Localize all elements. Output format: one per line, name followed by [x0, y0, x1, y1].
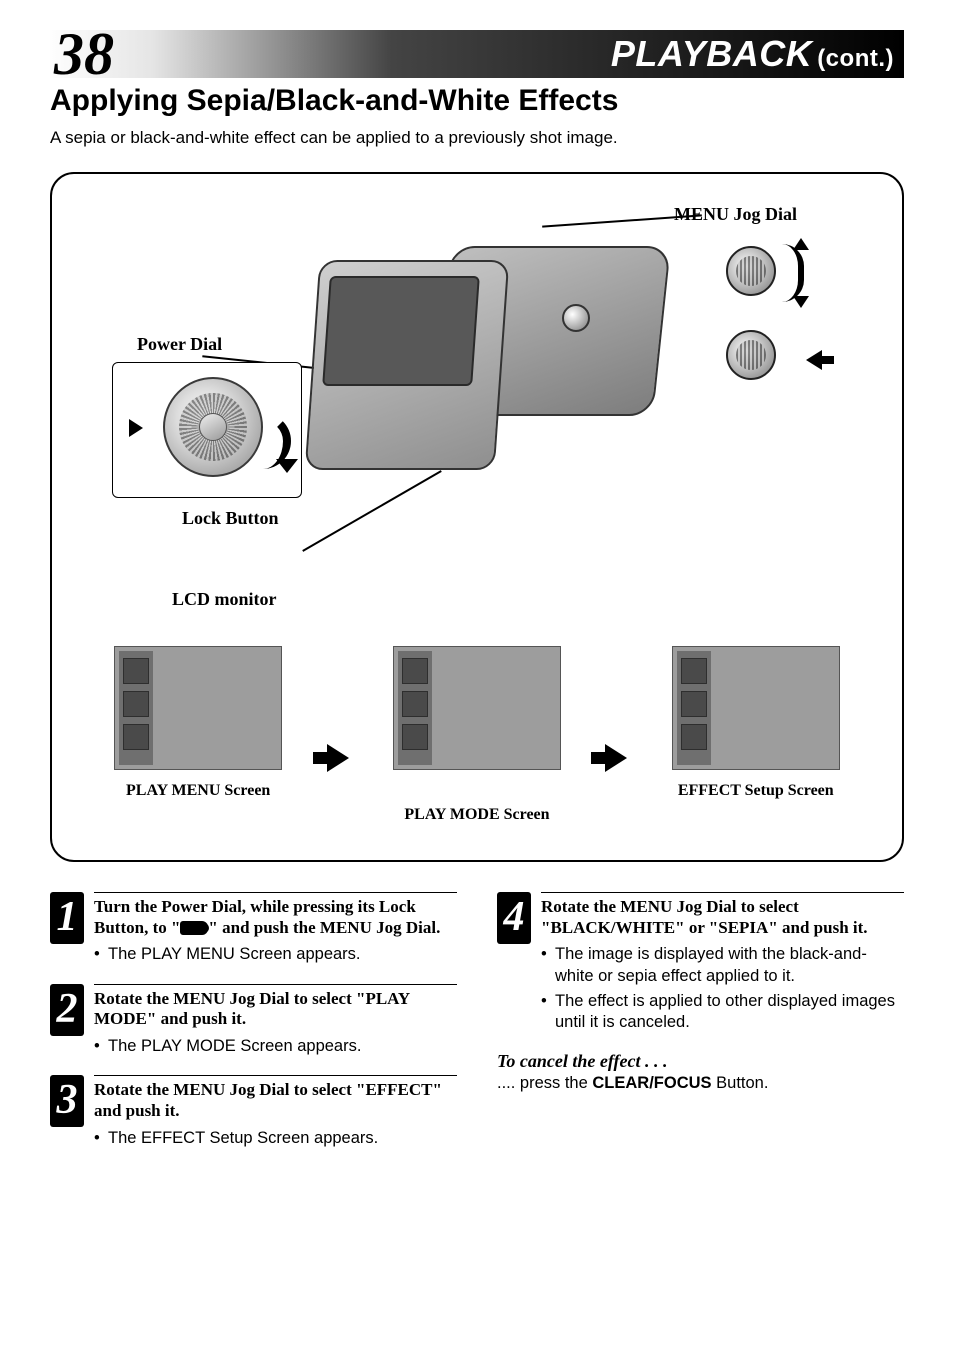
intro-text: A sepia or black-and-white effect can be…	[50, 128, 904, 148]
step-bullet: The EFFECT Setup Screen appears.	[94, 1128, 457, 1149]
screen-effect-setup: EFFECT Setup Screen	[672, 646, 840, 800]
step-bullet: The PLAY MODE Screen appears.	[94, 1036, 457, 1057]
label-lock-button: Lock Button	[182, 508, 279, 529]
screen-label: EFFECT Setup Screen	[672, 782, 840, 800]
jog-rotate-icon	[726, 246, 776, 296]
cancel-prefix: .... press the	[497, 1074, 592, 1092]
play-triangle-icon	[129, 419, 143, 437]
diagram-box: MENU Jog Dial Power Dial Lock Button LCD…	[50, 172, 904, 862]
screen-flow: PLAY MENU Screen PLAY MODE Screen EFFECT…	[52, 646, 902, 824]
page-title: Applying Sepia/Black-and-White Effects	[50, 84, 904, 118]
label-lcd-monitor: LCD monitor	[172, 589, 277, 610]
step-3: 3 Rotate the MENU Jog Dial to select "EF…	[50, 1075, 457, 1153]
section-main: PLAYBACK	[611, 33, 812, 74]
section-title: PLAYBACK (cont.)	[611, 33, 894, 75]
section-cont: (cont.)	[817, 45, 894, 72]
flow-arrow-icon	[605, 744, 627, 772]
screen-play-mode: PLAY MODE Screen	[393, 646, 561, 824]
step-number: 2	[50, 984, 84, 1036]
step-number: 1	[50, 892, 84, 944]
step-instruction: Rotate the MENU Jog Dial to select "EFFE…	[94, 1080, 457, 1121]
step-number: 4	[497, 892, 531, 944]
instr-text: " and push the MENU Jog Dial.	[208, 918, 440, 937]
step-instruction: Rotate the MENU Jog Dial to select "BLAC…	[541, 897, 904, 938]
camera-illustration	[312, 234, 672, 494]
step-instruction: Rotate the MENU Jog Dial to select "PLAY…	[94, 989, 457, 1030]
screen-play-menu: PLAY MENU Screen	[114, 646, 282, 800]
page-number: 38	[50, 30, 114, 78]
steps-col-left: 1 Turn the Power Dial, while pressing it…	[50, 892, 457, 1167]
label-power-dial: Power Dial	[137, 334, 222, 355]
cancel-body: .... press the CLEAR/FOCUS Button.	[497, 1074, 904, 1093]
rotate-arrow-icon	[261, 413, 291, 469]
steps: 1 Turn the Power Dial, while pressing it…	[50, 892, 904, 1167]
step-instruction: Turn the Power Dial, while pressing its …	[94, 897, 457, 938]
jog-push-icon	[726, 330, 776, 380]
screen-label: PLAY MENU Screen	[114, 782, 282, 800]
steps-col-right: 4 Rotate the MENU Jog Dial to select "BL…	[497, 892, 904, 1167]
step-2: 2 Rotate the MENU Jog Dial to select "PL…	[50, 984, 457, 1062]
screen-label: PLAY MODE Screen	[393, 806, 561, 824]
step-bullet: The effect is applied to other displayed…	[541, 991, 904, 1033]
cancel-suffix: Button.	[712, 1074, 769, 1092]
step-number: 3	[50, 1075, 84, 1127]
step-bullet: The image is displayed with the black-an…	[541, 944, 904, 986]
cancel-button-name: CLEAR/FOCUS	[592, 1074, 711, 1092]
camera-mode-icon	[180, 921, 208, 935]
step-4: 4 Rotate the MENU Jog Dial to select "BL…	[497, 892, 904, 1037]
step-bullet: The PLAY MENU Screen appears.	[94, 944, 457, 965]
flow-arrow-icon	[327, 744, 349, 772]
header-bar: 38 PLAYBACK (cont.)	[50, 30, 904, 78]
power-dial-illustration	[112, 362, 302, 498]
cancel-title: To cancel the effect . . .	[497, 1051, 904, 1072]
step-1: 1 Turn the Power Dial, while pressing it…	[50, 892, 457, 970]
jog-dial-icons	[726, 246, 826, 414]
